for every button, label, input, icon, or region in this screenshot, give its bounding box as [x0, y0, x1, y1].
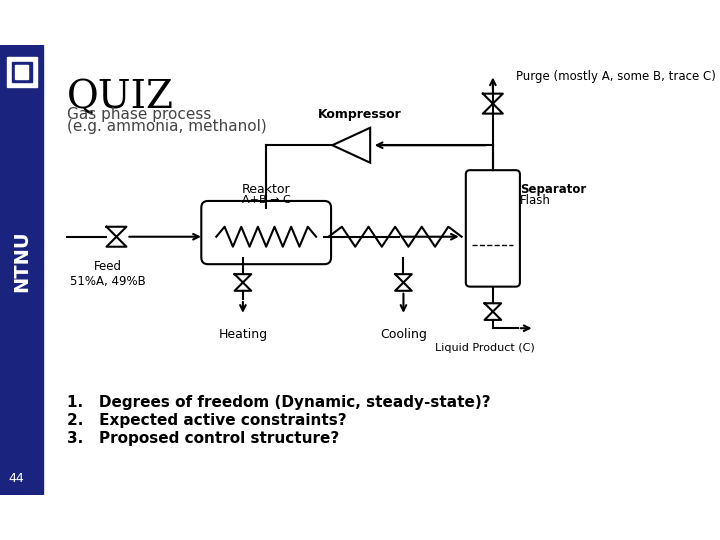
Text: Heating: Heating — [218, 328, 267, 341]
Text: Feed
51%A, 49%B: Feed 51%A, 49%B — [71, 260, 146, 288]
Text: (e.g. ammonia, methanol): (e.g. ammonia, methanol) — [66, 119, 266, 133]
Bar — [15, 65, 28, 79]
Polygon shape — [333, 128, 370, 163]
Text: Cooling: Cooling — [380, 328, 427, 341]
FancyBboxPatch shape — [202, 201, 331, 264]
Text: NTNU: NTNU — [12, 231, 31, 293]
Text: Separator: Separator — [520, 183, 586, 195]
Text: Reaktor: Reaktor — [242, 183, 290, 196]
Text: Liquid Product (C): Liquid Product (C) — [435, 343, 534, 353]
Text: 44: 44 — [9, 471, 24, 484]
Text: 3.   Proposed control structure?: 3. Proposed control structure? — [66, 431, 339, 447]
Text: 2.   Expected active constraints?: 2. Expected active constraints? — [66, 413, 346, 428]
Bar — [6, 57, 37, 87]
Text: Purge (mostly A, some B, trace C): Purge (mostly A, some B, trace C) — [516, 70, 716, 83]
Text: 1.   Degrees of freedom (Dynamic, steady-state)?: 1. Degrees of freedom (Dynamic, steady-s… — [66, 395, 490, 410]
Text: QUIZ: QUIZ — [66, 79, 174, 116]
Text: Flash: Flash — [520, 194, 551, 207]
FancyBboxPatch shape — [466, 170, 520, 287]
Text: Kompressor: Kompressor — [318, 108, 402, 121]
Bar — [12, 62, 32, 82]
Bar — [0, 45, 43, 495]
Text: Gas phase process: Gas phase process — [66, 107, 211, 122]
Text: A+B → C: A+B → C — [242, 195, 291, 205]
